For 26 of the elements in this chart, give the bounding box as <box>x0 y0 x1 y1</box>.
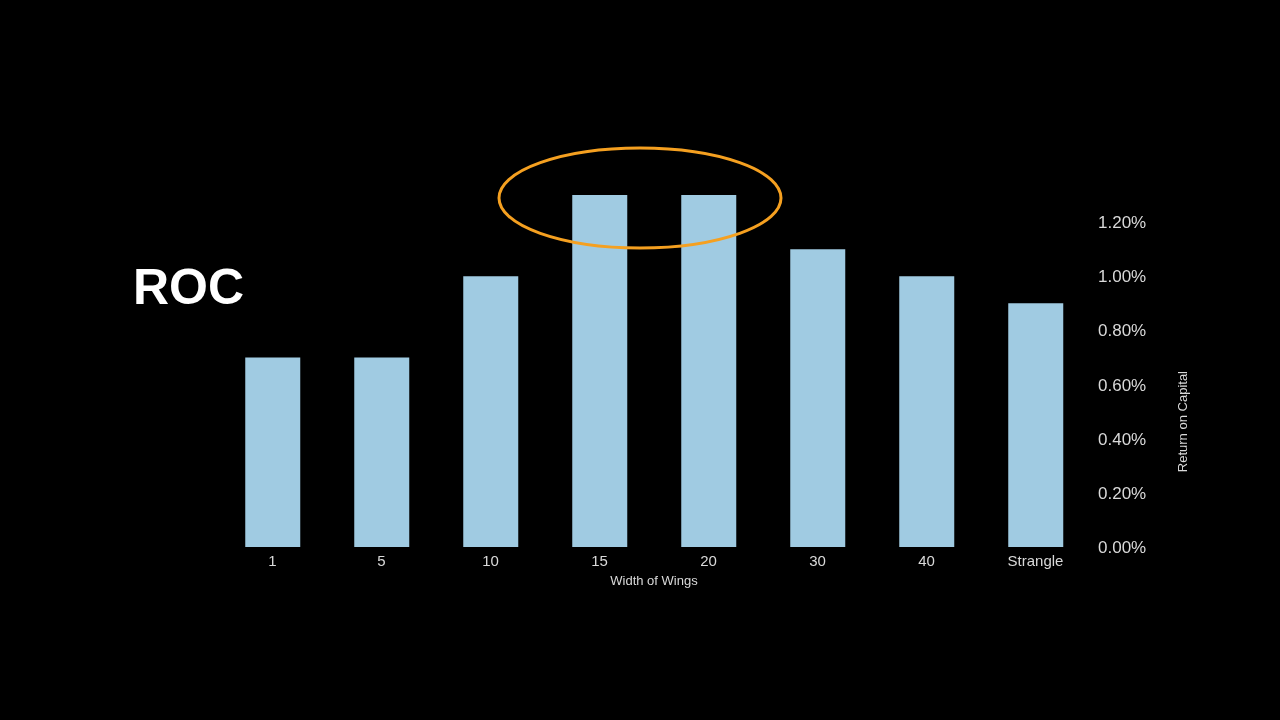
y-tick-label: 0.80% <box>1098 321 1147 341</box>
x-tick-label: Strangle <box>1007 551 1064 569</box>
bar <box>790 249 846 547</box>
x-tick-label: 5 <box>377 551 386 569</box>
y-axis-title: Return on Capital <box>1174 370 1190 473</box>
bar <box>463 276 519 547</box>
x-tick-label: 40 <box>918 551 935 569</box>
x-tick-label: 20 <box>700 551 717 569</box>
y-tick-label: 0.20% <box>1098 483 1147 503</box>
y-tick-label: 0.60% <box>1098 375 1147 395</box>
bar <box>681 195 737 547</box>
y-tick-label: 0.00% <box>1098 538 1147 558</box>
bar <box>572 195 628 547</box>
x-tick-label: 1 <box>268 551 277 569</box>
bar <box>245 357 301 547</box>
y-tick-label: 1.20% <box>1098 213 1147 233</box>
bar <box>354 357 410 547</box>
x-tick-label: 15 <box>591 551 608 569</box>
x-tick-label: 30 <box>809 551 826 569</box>
x-tick-label: 10 <box>482 551 499 569</box>
text: ROC <box>133 258 245 316</box>
x-axis-title: Width of Wings <box>610 573 699 588</box>
y-tick-label: 0.40% <box>1098 429 1147 449</box>
y-tick-label: 1.00% <box>1098 267 1147 287</box>
bar <box>899 276 955 547</box>
bar <box>1008 303 1064 547</box>
